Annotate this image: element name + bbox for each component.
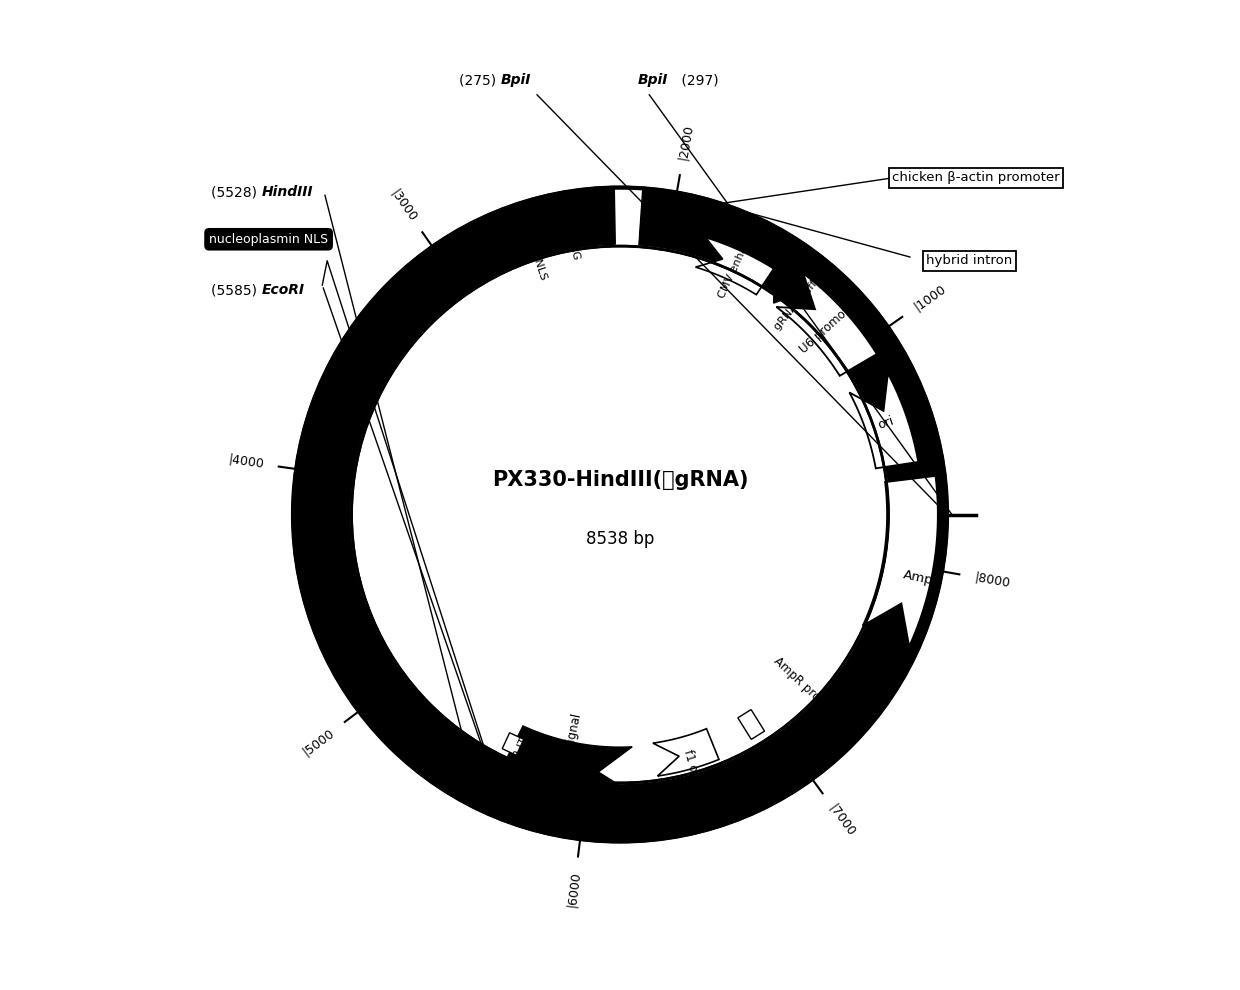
Text: |5000: |5000 [300, 726, 337, 758]
Polygon shape [293, 187, 947, 842]
Text: nucleoplasmin NLS: nucleoplasmin NLS [210, 233, 329, 246]
Text: 3xFLAG: 3xFLAG [563, 217, 580, 260]
Polygon shape [738, 710, 765, 740]
Text: PX330-HindIII(无gRNA): PX330-HindIII(无gRNA) [492, 470, 748, 490]
Text: AAV2 ITR: AAV2 ITR [503, 729, 533, 779]
Text: Cas9: Cas9 [304, 517, 341, 533]
Text: |6000: |6000 [565, 871, 583, 908]
Text: 8538 bp: 8538 bp [585, 530, 655, 547]
Polygon shape [502, 726, 632, 794]
Text: |8000: |8000 [973, 570, 1011, 590]
Text: BpiI: BpiI [637, 73, 668, 87]
Text: |3000: |3000 [388, 186, 419, 224]
Text: bGH: bGH [531, 750, 548, 774]
Polygon shape [295, 191, 596, 809]
Text: |7000: |7000 [826, 802, 858, 839]
Polygon shape [849, 373, 918, 468]
Polygon shape [774, 272, 796, 303]
Text: (297): (297) [677, 73, 718, 87]
Text: (5528): (5528) [211, 185, 262, 199]
Text: |2000: |2000 [676, 124, 696, 161]
Text: EcoRI: EcoRI [262, 283, 305, 297]
Text: |1000: |1000 [911, 282, 947, 314]
Text: BpiI: BpiI [501, 73, 531, 87]
Text: HindIII: HindIII [262, 185, 314, 199]
Text: AmpR promoter: AmpR promoter [771, 654, 848, 728]
Polygon shape [531, 744, 560, 772]
Text: ori: ori [877, 414, 895, 432]
Text: f1 ori: f1 ori [681, 748, 702, 781]
Polygon shape [863, 476, 937, 646]
Text: gRNA scaffold: gRNA scaffold [773, 266, 830, 332]
Text: hybrid intron: hybrid intron [926, 254, 1013, 267]
Polygon shape [295, 189, 945, 840]
Text: U6 promoter: U6 promoter [797, 296, 862, 356]
Text: (5585): (5585) [211, 283, 262, 297]
Polygon shape [696, 238, 774, 295]
Text: CMV enhancer: CMV enhancer [717, 222, 760, 300]
Text: chicken β-actin promoter: chicken β-actin promoter [893, 171, 1060, 184]
Text: bGH poly(A) signal: bGH poly(A) signal [548, 713, 584, 823]
Text: SV40 NLS: SV40 NLS [522, 227, 548, 281]
Text: AmpR: AmpR [903, 568, 944, 589]
Text: |4000: |4000 [227, 453, 264, 471]
Polygon shape [776, 273, 877, 376]
Polygon shape [502, 733, 523, 755]
Text: (275): (275) [459, 73, 501, 87]
Polygon shape [652, 729, 719, 776]
